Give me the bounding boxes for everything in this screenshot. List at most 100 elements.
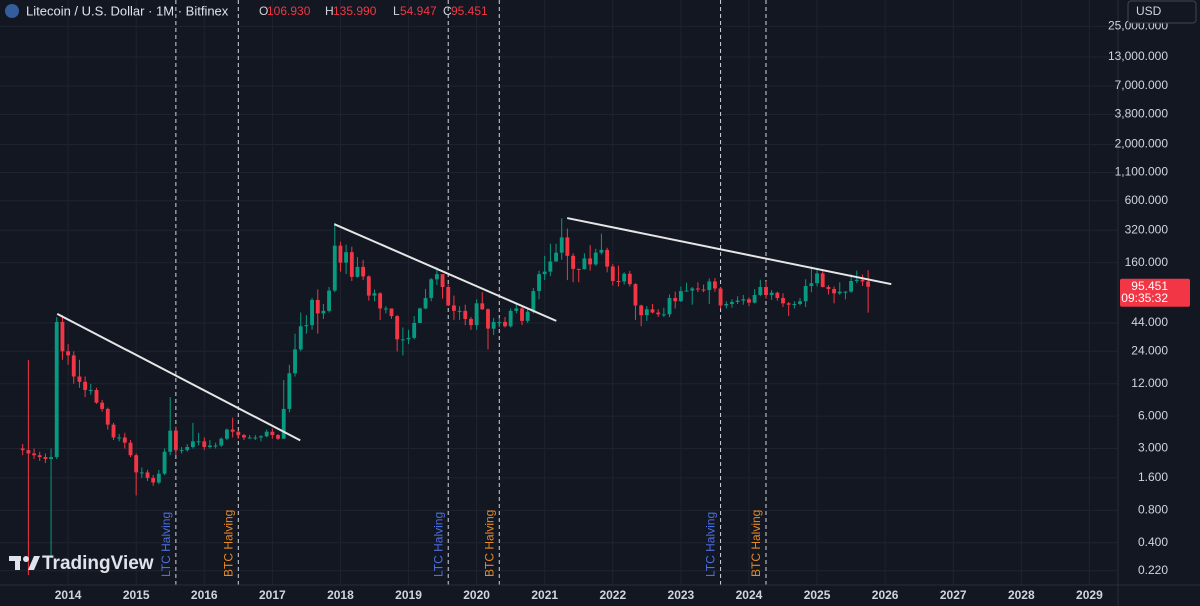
- candle-body: [315, 299, 320, 314]
- candle-body: [190, 441, 195, 448]
- candle-body: [49, 457, 53, 459]
- price-tag-label: 95.451: [1131, 279, 1168, 293]
- candle-body: [837, 291, 842, 294]
- candle-body: [548, 261, 553, 272]
- candle-body: [610, 266, 615, 281]
- candle-body: [843, 291, 848, 293]
- candle-body: [332, 245, 337, 291]
- countdown: 09:35:32: [1121, 291, 1168, 305]
- candle-body: [571, 255, 576, 269]
- candle-body: [616, 280, 621, 282]
- x-tick-label: 2018: [327, 588, 354, 602]
- candle-body: [588, 258, 593, 265]
- event-label: BTC Halving: [482, 510, 496, 577]
- candle-body: [707, 281, 712, 291]
- candle-body: [650, 309, 655, 313]
- candle-body: [202, 441, 207, 448]
- candle-body: [276, 435, 280, 439]
- candle-body: [225, 429, 229, 439]
- candle-body: [122, 437, 127, 443]
- candle-body: [537, 274, 541, 292]
- candle-body: [100, 402, 105, 409]
- y-tick-label: 0.220: [1138, 563, 1168, 577]
- x-tick-label: 2028: [1008, 588, 1035, 602]
- candle-body: [423, 298, 428, 309]
- candle-body: [128, 442, 133, 456]
- candle-body: [474, 303, 479, 326]
- candle-body: [491, 321, 496, 329]
- candle-body: [242, 435, 246, 438]
- candle-body: [77, 376, 82, 382]
- candle-body: [486, 309, 490, 329]
- candle-body: [605, 249, 610, 267]
- candle-body: [730, 301, 734, 305]
- symbol-icon: [5, 4, 19, 18]
- event-label: LTC Halving: [159, 512, 173, 577]
- candle-body: [781, 298, 785, 304]
- candle-body: [207, 445, 212, 448]
- candle-body: [383, 308, 388, 310]
- watermark-logo: [9, 556, 40, 570]
- candle-body: [735, 300, 740, 302]
- candle-body: [559, 237, 564, 253]
- candle-body: [639, 305, 644, 316]
- y-tick-label: 7,000.000: [1115, 78, 1169, 92]
- candle-body: [264, 431, 269, 437]
- currency[interactable]: USD: [1136, 4, 1162, 18]
- candle-body: [94, 389, 99, 403]
- candle-body: [798, 301, 802, 305]
- candle-body: [849, 280, 854, 292]
- candle-body: [111, 424, 116, 438]
- ohlc-key: H: [325, 4, 334, 18]
- ohlc-value: 54.947: [400, 4, 437, 18]
- candle-body: [497, 321, 502, 323]
- currency-box[interactable]: [1127, 0, 1197, 24]
- candle-body: [701, 289, 706, 291]
- candle-body: [134, 455, 139, 473]
- x-tick-label: 2027: [940, 588, 967, 602]
- candle-body: [508, 310, 513, 327]
- candle-body: [26, 450, 31, 454]
- candle-body: [809, 283, 814, 287]
- candle-body: [712, 281, 717, 289]
- x-tick-label: 2019: [395, 588, 422, 602]
- candle-body: [786, 303, 791, 305]
- candle-body: [695, 288, 700, 290]
- events: LTC Halving BTC Halving LTC Halving BTC Hal…: [159, 0, 767, 585]
- candle-body: [667, 298, 672, 315]
- y-tick-label: 1.600: [1138, 470, 1168, 484]
- candle-body: [327, 290, 331, 311]
- candle-body: [525, 311, 530, 321]
- y-tick-label: 1,100.000: [1115, 165, 1169, 179]
- candle-body: [832, 288, 837, 294]
- candle-body: [469, 318, 473, 326]
- candles: [20, 218, 871, 576]
- candle-body: [758, 286, 763, 296]
- candle-body: [293, 349, 297, 374]
- candle-body: [440, 274, 445, 287]
- y-tick-label: 24.000: [1131, 343, 1168, 357]
- ohlc-key: L: [393, 4, 400, 18]
- candle-body: [310, 299, 314, 326]
- event-label: LTC Halving: [704, 512, 718, 577]
- candle-body: [366, 276, 371, 296]
- x-tick-label: 2023: [668, 588, 695, 602]
- candle-body: [145, 472, 150, 478]
- candle-body: [582, 258, 587, 270]
- candle-body: [361, 266, 366, 277]
- candle-body: [378, 293, 383, 309]
- y-tick-label: 3.000: [1138, 441, 1168, 455]
- candle-body: [457, 310, 462, 312]
- candle-body: [854, 279, 859, 281]
- candle-body: [724, 304, 729, 306]
- candle-body: [60, 321, 65, 352]
- candle-body: [230, 429, 235, 432]
- x-tick-label: 2025: [804, 588, 831, 602]
- candle-body: [151, 477, 156, 483]
- candle-body: [321, 310, 326, 314]
- candle-body: [741, 299, 746, 301]
- grid: [0, 0, 1118, 585]
- candle-body: [54, 321, 59, 458]
- watermark: TradingView: [42, 553, 154, 574]
